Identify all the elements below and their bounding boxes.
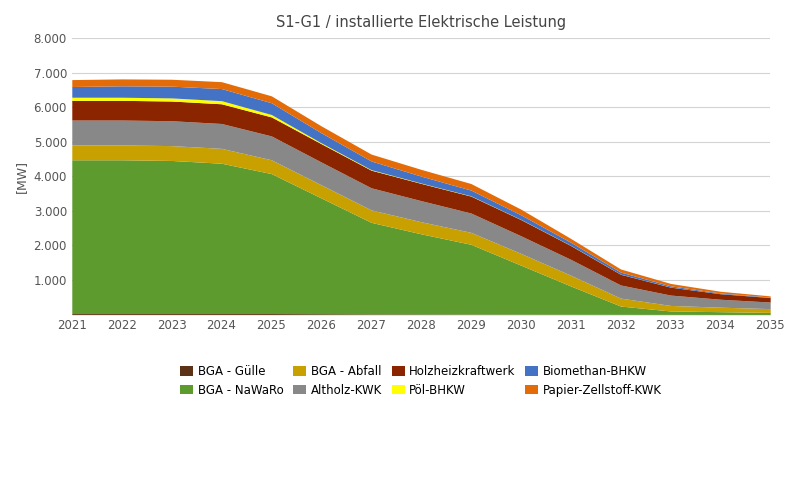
Y-axis label: [MW]: [MW] bbox=[15, 160, 28, 193]
Title: S1-G1 / installierte Elektrische Leistung: S1-G1 / installierte Elektrische Leistun… bbox=[276, 15, 566, 30]
Legend: BGA - Gülle, BGA - NaWaRo, BGA - Abfall, Altholz-KWK, Holzheizkraftwerk, Pöl-BHK: BGA - Gülle, BGA - NaWaRo, BGA - Abfall,… bbox=[180, 365, 662, 397]
